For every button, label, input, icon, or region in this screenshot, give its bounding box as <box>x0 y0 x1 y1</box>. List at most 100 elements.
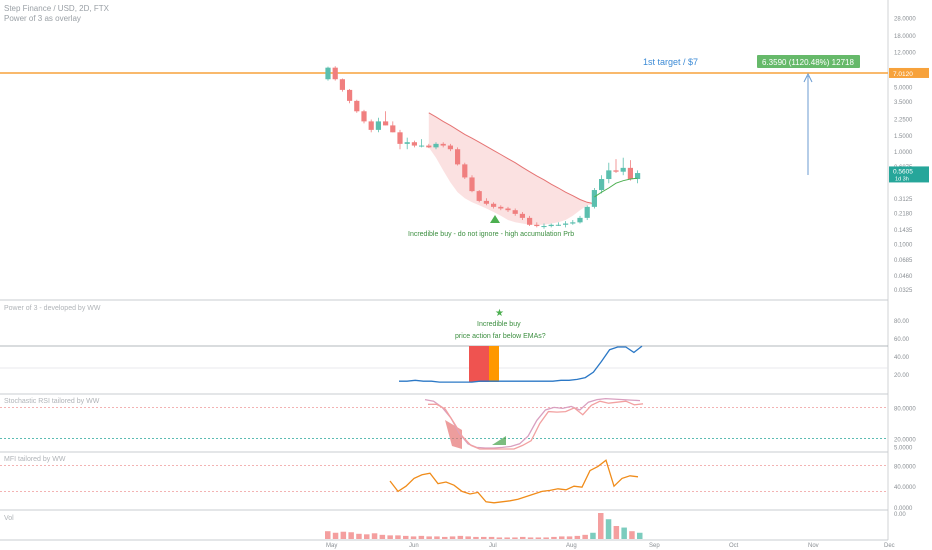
chart-title: Step Finance / USD, 2D, FTX <box>4 4 109 13</box>
pane-title-stoch-rsi: Stochastic RSI tailored by WW <box>4 398 100 405</box>
volume-bar <box>332 532 339 539</box>
pane-title-vol: Vol <box>4 515 14 522</box>
volume-bar <box>598 513 604 539</box>
y-tick-label: 40.00 <box>894 355 910 361</box>
volume-bar <box>356 533 362 539</box>
volume-bar <box>379 534 386 539</box>
last-price-countdown: 1d 3h <box>895 176 909 182</box>
volume-bar <box>434 536 440 539</box>
mfi-series-line <box>389 459 639 504</box>
ema-cloud <box>428 112 595 225</box>
candle-body <box>419 145 425 147</box>
target-measure-label: 6.3590 (1120.48%) 12718 <box>762 58 854 67</box>
volume-bar <box>403 535 409 539</box>
candle-body <box>411 142 417 146</box>
buy-triangle-marker <box>490 215 500 223</box>
volume-bar <box>387 535 393 539</box>
y-tick-label: 0.3125 <box>894 197 913 203</box>
volume-bar <box>520 536 526 539</box>
volume-bar <box>473 536 479 539</box>
candle-body <box>447 145 453 150</box>
x-tick-label: Jul <box>489 543 497 549</box>
x-tick-label: Dec <box>884 543 895 549</box>
volume-bar <box>442 536 448 539</box>
volume-bar <box>527 537 534 539</box>
volume-bar <box>574 535 581 539</box>
candle-body <box>498 206 504 209</box>
candle-body <box>368 121 374 130</box>
y-tick-label: 40.0000 <box>894 485 916 491</box>
x-tick-label: Aug <box>566 543 577 549</box>
x-tick-label: Jun <box>409 543 419 549</box>
pane-title-power-of-3: Power of 3 - developed by WW <box>4 305 101 312</box>
y-tick-label: 2.2500 <box>894 118 913 124</box>
y-tick-label: 5.0000 <box>894 445 913 451</box>
y-tick-label: 0.1000 <box>894 243 913 249</box>
candle-body <box>404 142 410 144</box>
y-tick-label: 20.00 <box>894 373 910 379</box>
volume-bar <box>543 537 549 539</box>
y-tick-label: 60.00 <box>894 337 910 343</box>
candle-body <box>339 79 345 90</box>
pane-title-mfi: MFI tailored by WW <box>4 456 66 463</box>
volume-bar <box>410 536 417 539</box>
candle-body <box>577 217 583 223</box>
y-tick-label: 0.0000 <box>894 506 913 512</box>
volume-bar <box>535 537 542 539</box>
x-tick-label: May <box>326 543 337 549</box>
candle-body <box>635 173 641 180</box>
candle-body <box>354 100 360 112</box>
candle-body <box>476 191 482 201</box>
stoch-signal-line <box>428 400 644 450</box>
x-tick-label: Nov <box>808 543 819 549</box>
y-tick-label: 0.00 <box>894 512 906 518</box>
volume-bar <box>551 536 557 539</box>
volume-bar <box>496 537 503 539</box>
y-tick-label: 20.0000 <box>894 438 916 444</box>
volume-bar <box>605 519 612 539</box>
volume-bar <box>512 537 518 539</box>
buy-annotation: Incredible buy - do not ignore - high ac… <box>408 231 574 238</box>
volume-bar <box>340 531 347 539</box>
volume-bar <box>371 533 378 539</box>
candle-body <box>375 121 381 130</box>
y-tick-label: 1.0000 <box>894 150 913 156</box>
y-tick-label: 0.1435 <box>894 228 913 234</box>
y-tick-label: 28.0000 <box>894 16 916 22</box>
target-price-label-bg <box>889 67 929 78</box>
candle-body <box>483 200 489 204</box>
last-price-label-bg <box>889 166 929 183</box>
volume-bar <box>629 531 635 539</box>
volume-bar <box>559 536 565 539</box>
candle-body <box>469 177 475 192</box>
volume-bar <box>465 536 471 539</box>
candle-body <box>462 164 468 178</box>
ema-line-upper <box>428 112 595 205</box>
p3-annotation-2: price action far below EMAs? <box>455 333 546 340</box>
candle-body <box>505 208 511 211</box>
volume-bar <box>418 535 425 539</box>
stoch-oversold-fill <box>445 420 462 449</box>
candle-body <box>541 226 547 228</box>
y-tick-label: 5.0000 <box>894 86 913 92</box>
candle-body <box>397 132 403 144</box>
volume-bar <box>488 536 495 539</box>
y-tick-label: 18.0000 <box>894 34 916 40</box>
volume-bar <box>348 532 354 539</box>
candle-body <box>534 224 540 227</box>
y-tick-label: 80.0000 <box>894 464 916 470</box>
candle-body <box>512 210 518 214</box>
target-annotation: 1st target / $7 <box>643 57 698 67</box>
candle-body <box>383 121 389 126</box>
target-price-label: 7.0120 <box>893 71 913 78</box>
p3-series-line <box>399 345 643 383</box>
candle-body <box>606 170 612 180</box>
target-measure-bg <box>757 55 860 68</box>
star-icon: ★ <box>495 308 504 319</box>
candle-body <box>570 222 576 224</box>
candle-body <box>584 206 590 218</box>
x-tick-label: Oct <box>729 543 739 549</box>
candle-body <box>548 224 554 227</box>
target-arrow-head <box>803 72 813 83</box>
candle-body <box>347 89 353 101</box>
